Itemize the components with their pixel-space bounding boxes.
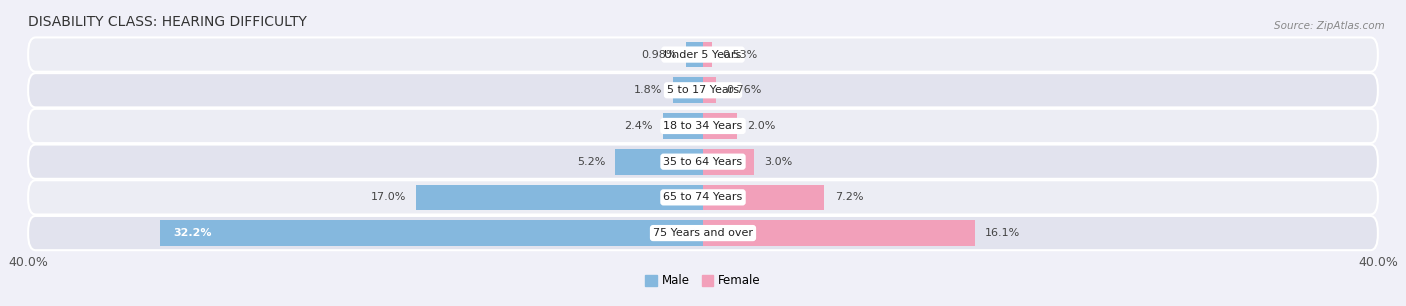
Text: 16.1%: 16.1% [984, 228, 1019, 238]
Bar [703, 185, 824, 210]
Text: 7.2%: 7.2% [835, 192, 863, 202]
Bar [703, 220, 974, 246]
Bar [672, 77, 703, 103]
Text: 0.53%: 0.53% [723, 50, 758, 60]
Legend: Male, Female: Male, Female [641, 270, 765, 292]
Bar [686, 42, 703, 67]
Text: 2.4%: 2.4% [624, 121, 652, 131]
Text: 3.0%: 3.0% [763, 157, 792, 167]
Bar [703, 149, 754, 174]
Bar [703, 42, 711, 67]
Text: Under 5 Years: Under 5 Years [665, 50, 741, 60]
Text: 0.76%: 0.76% [725, 85, 761, 95]
Text: 75 Years and over: 75 Years and over [652, 228, 754, 238]
FancyBboxPatch shape [28, 73, 1378, 107]
Text: 5 to 17 Years: 5 to 17 Years [666, 85, 740, 95]
Text: 1.8%: 1.8% [634, 85, 662, 95]
FancyBboxPatch shape [28, 109, 1378, 143]
FancyBboxPatch shape [28, 37, 1378, 72]
FancyBboxPatch shape [28, 180, 1378, 215]
Text: 65 to 74 Years: 65 to 74 Years [664, 192, 742, 202]
Text: 2.0%: 2.0% [747, 121, 775, 131]
Text: 5.2%: 5.2% [576, 157, 605, 167]
FancyBboxPatch shape [28, 216, 1378, 250]
Text: 17.0%: 17.0% [371, 192, 406, 202]
Text: Source: ZipAtlas.com: Source: ZipAtlas.com [1274, 21, 1385, 32]
Bar [703, 77, 716, 103]
Text: 0.98%: 0.98% [641, 50, 676, 60]
Bar [616, 149, 703, 174]
Text: 18 to 34 Years: 18 to 34 Years [664, 121, 742, 131]
Bar [160, 220, 703, 246]
Bar [416, 185, 703, 210]
Text: 32.2%: 32.2% [173, 228, 212, 238]
Bar [662, 113, 703, 139]
Text: 35 to 64 Years: 35 to 64 Years [664, 157, 742, 167]
Bar [703, 113, 737, 139]
FancyBboxPatch shape [28, 144, 1378, 179]
Text: DISABILITY CLASS: HEARING DIFFICULTY: DISABILITY CLASS: HEARING DIFFICULTY [28, 15, 307, 28]
